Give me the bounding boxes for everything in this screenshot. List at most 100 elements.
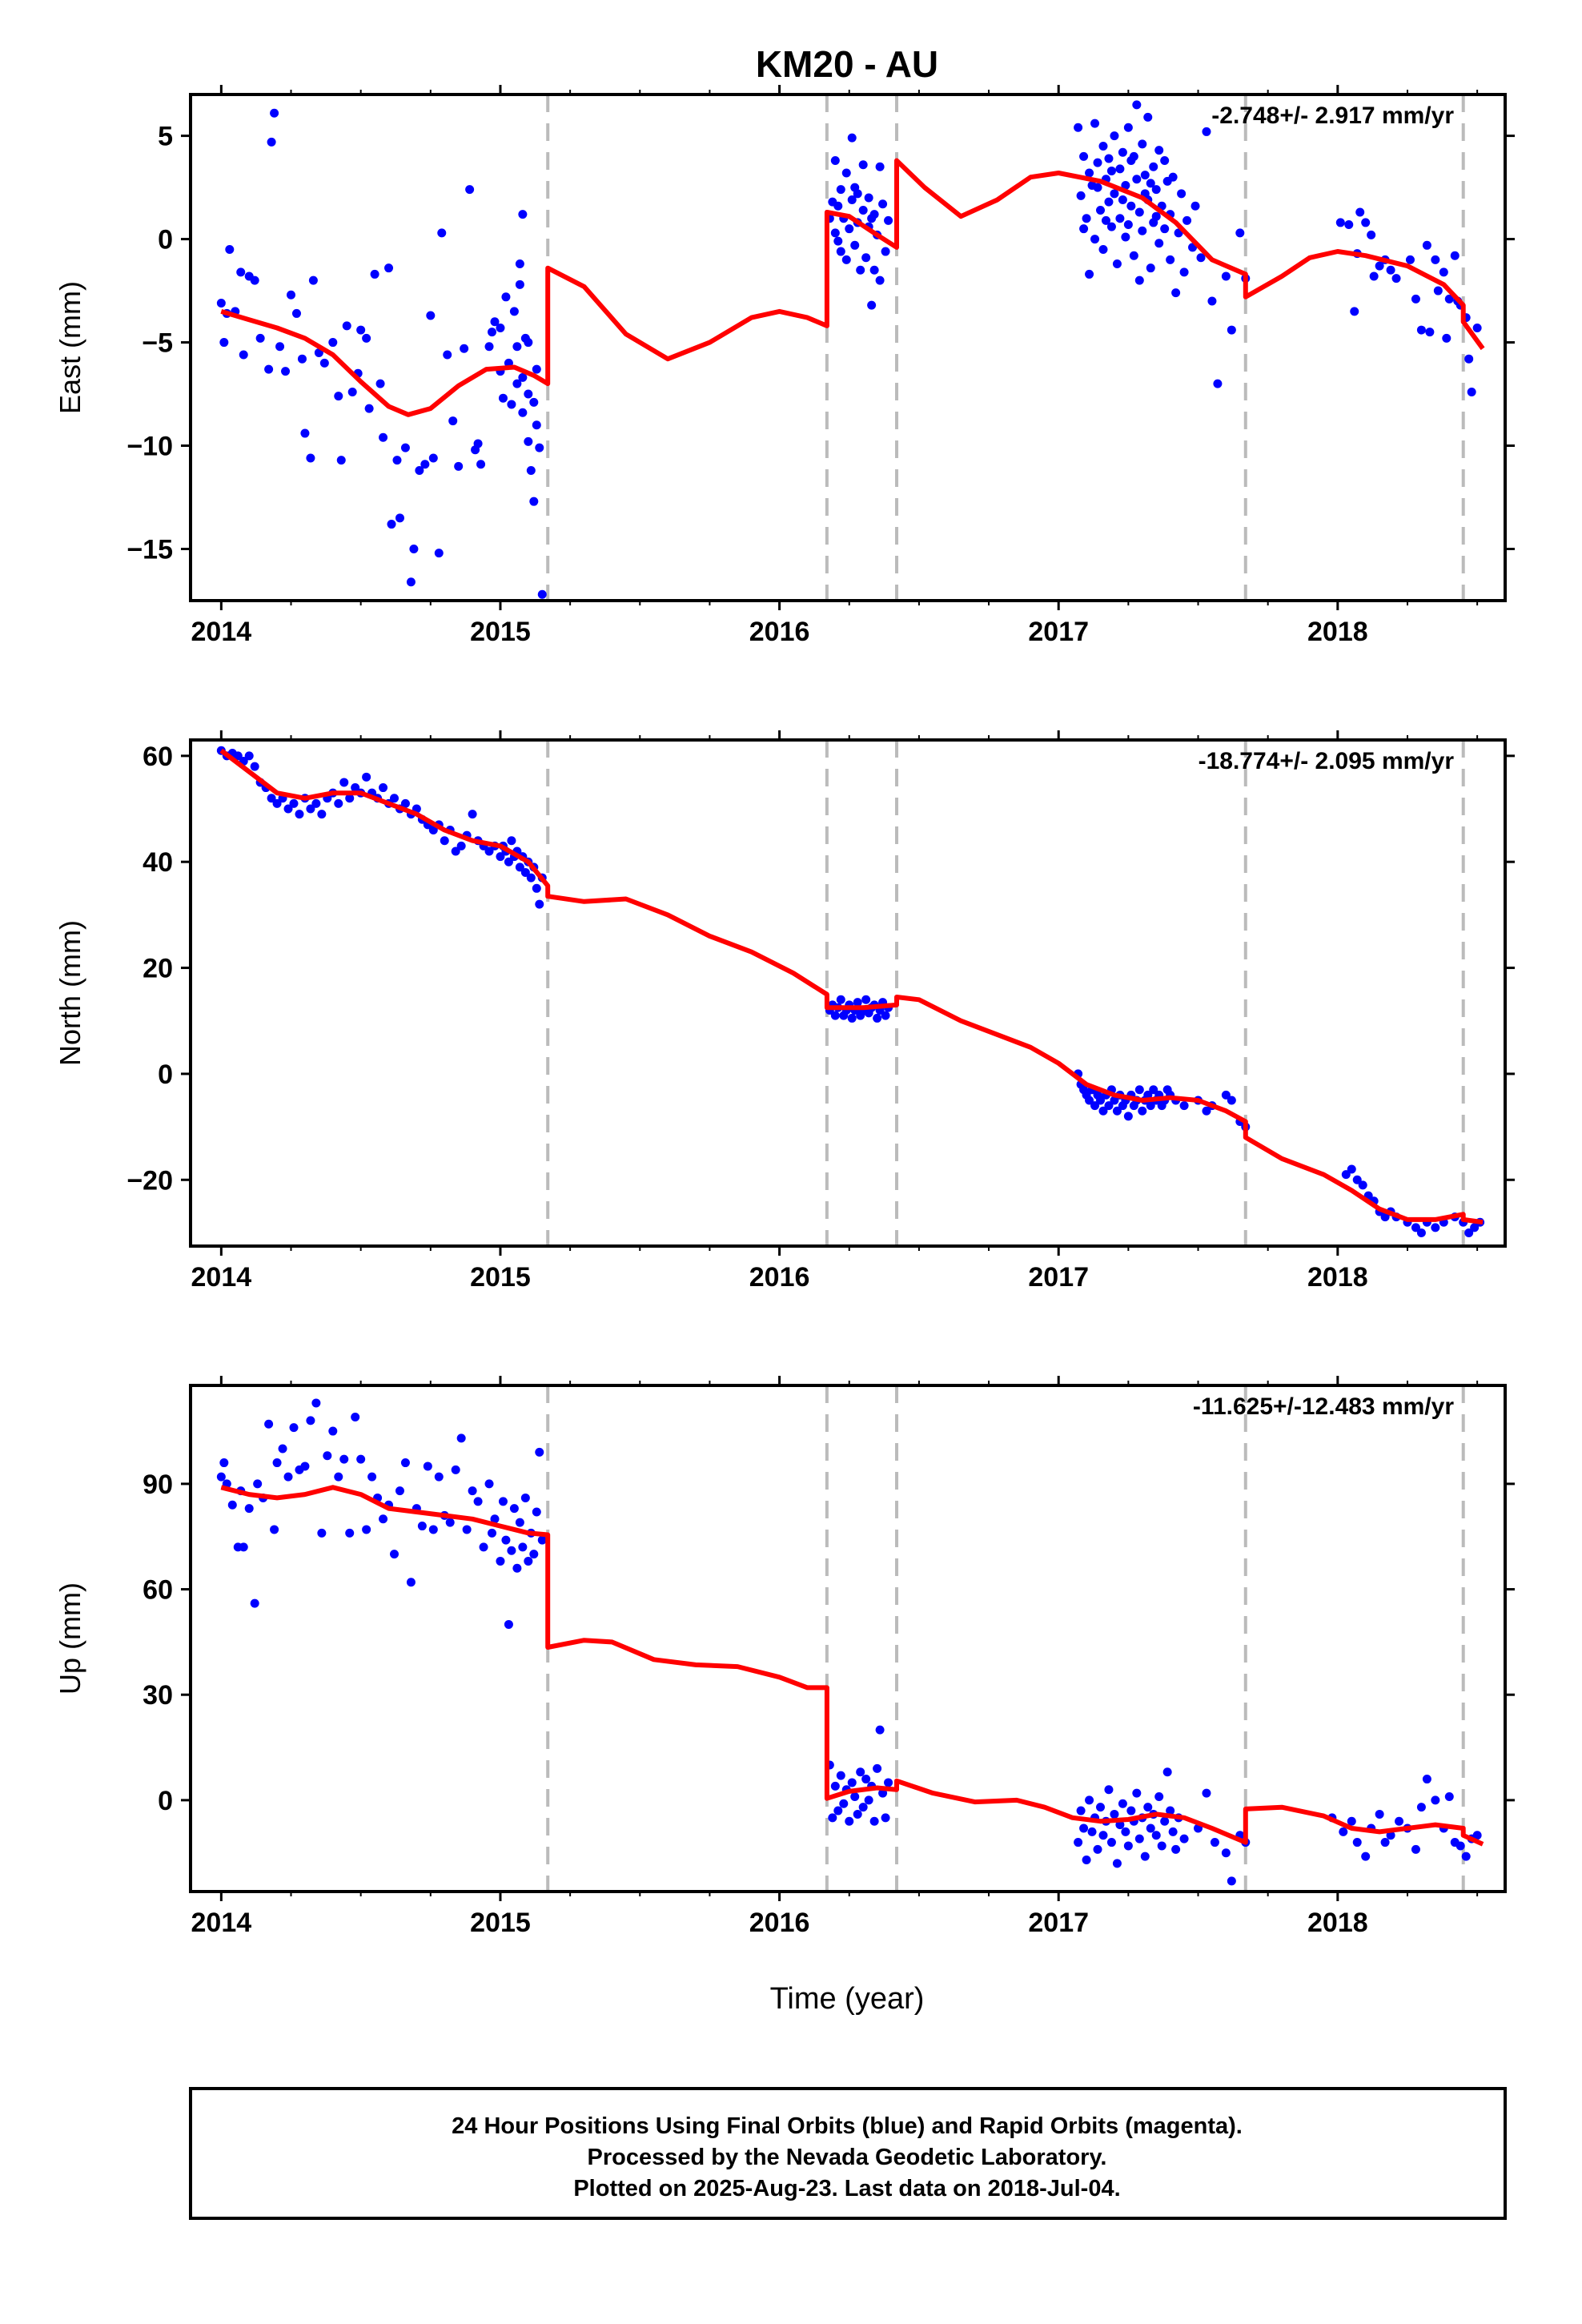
data-point [484, 1479, 494, 1489]
data-point [275, 342, 285, 352]
data-point [306, 1416, 315, 1425]
data-point [1154, 239, 1164, 248]
data-point [440, 836, 449, 846]
data-point [448, 416, 458, 426]
data-point [1431, 255, 1440, 264]
y-tick-label: 60 [143, 1575, 173, 1606]
data-point [362, 1525, 371, 1534]
data-point [437, 228, 447, 238]
data-point [537, 589, 547, 599]
data-point [1129, 151, 1138, 161]
data-point [1221, 271, 1231, 281]
y-tick-label: 5 [158, 122, 173, 152]
data-point [1369, 271, 1379, 281]
data-point [518, 1542, 528, 1552]
data-point [532, 420, 541, 430]
data-point [287, 290, 296, 300]
data-point [1347, 1816, 1356, 1826]
rate-label: -2.748+/- 2.917 mm/yr [1211, 103, 1454, 129]
data-point [1171, 288, 1181, 298]
data-point [1132, 175, 1142, 184]
data-point [345, 1528, 355, 1538]
data-point [1154, 146, 1164, 155]
data-point [1361, 1852, 1371, 1861]
data-point [1395, 1816, 1404, 1826]
data-point [1416, 1803, 1426, 1812]
x-tick-label: 2017 [1028, 1262, 1089, 1293]
data-point [1450, 251, 1460, 260]
data-points [216, 1398, 1482, 1886]
data-point [364, 404, 374, 413]
data-point [451, 1465, 460, 1474]
data-point [881, 1011, 890, 1020]
data-point [535, 899, 544, 909]
data-point [289, 798, 299, 808]
y-tick-label: 60 [143, 742, 173, 772]
data-point [445, 1518, 455, 1527]
data-point [836, 247, 845, 256]
data-point [836, 1771, 845, 1780]
data-point [1347, 1164, 1356, 1174]
data-point [434, 549, 444, 558]
data-point [1380, 1212, 1390, 1222]
data-point [1090, 1101, 1100, 1111]
data-point [532, 883, 541, 893]
data-point [535, 1447, 544, 1457]
data-point [473, 439, 483, 448]
data-point [476, 460, 486, 469]
y-tick-label: 0 [158, 225, 173, 255]
data-point [869, 1816, 879, 1826]
data-point [468, 810, 477, 819]
data-point [833, 236, 843, 246]
model-line [219, 748, 1484, 1225]
data-point [339, 778, 349, 787]
data-point [512, 379, 522, 388]
data-point [272, 1458, 282, 1468]
data-point [306, 453, 315, 463]
data-point [1146, 1101, 1155, 1111]
y-tick-label: −20 [126, 1165, 173, 1196]
data-point [409, 545, 419, 554]
data-point [884, 215, 893, 225]
data-point [853, 1809, 862, 1819]
data-point [389, 794, 399, 803]
data-point [451, 846, 460, 856]
data-point [1112, 1106, 1122, 1116]
data-point [1168, 172, 1178, 182]
data-point [406, 1578, 416, 1587]
panel-1: 2014 2015 2016 2017 2018 5 0 −5 −10 −15 East (mm) -… [54, 85, 1515, 647]
y-tick-label: 20 [143, 954, 173, 984]
data-point [387, 520, 396, 529]
data-point [1121, 232, 1130, 242]
y-axis-label: Up (mm) [54, 1582, 86, 1695]
data-point [1422, 240, 1431, 250]
data-point [219, 338, 229, 348]
data-point [1472, 1831, 1482, 1840]
data-point [454, 461, 464, 471]
data-point [496, 1556, 505, 1566]
data-point [468, 1486, 477, 1496]
data-point [841, 255, 851, 264]
data-point [1166, 255, 1175, 264]
y-tick-label: 30 [143, 1680, 173, 1711]
data-point [520, 1493, 530, 1502]
data-point [1221, 1848, 1231, 1858]
data-point [1411, 294, 1420, 304]
model-line [220, 1485, 1484, 1847]
data-point [1196, 253, 1206, 263]
data-point [1179, 1834, 1189, 1844]
x-tick-label: 2016 [749, 1908, 810, 1938]
data-point [317, 1528, 327, 1538]
data-point [1132, 100, 1142, 110]
data-point [384, 263, 394, 273]
data-point [1115, 214, 1125, 223]
data-point [1166, 1806, 1175, 1815]
data-point [1213, 379, 1223, 388]
data-point [1467, 387, 1476, 396]
data-point [1160, 1816, 1170, 1826]
data-point [219, 1458, 229, 1468]
data-point [1112, 1859, 1122, 1868]
data-point [1118, 1799, 1127, 1808]
data-point [1146, 179, 1155, 188]
data-point [1456, 1841, 1465, 1851]
